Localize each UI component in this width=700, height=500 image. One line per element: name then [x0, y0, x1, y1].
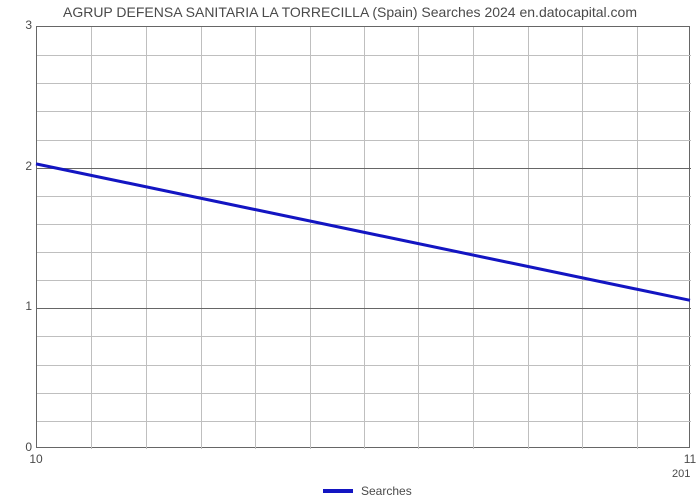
legend: Searches	[323, 484, 412, 498]
line-series	[0, 0, 700, 500]
x-tick-label: 10	[29, 452, 42, 466]
x-tick-label: 11	[684, 452, 696, 466]
x-sub-label: 201	[672, 468, 690, 480]
chart-container: AGRUP DEFENSA SANITARIA LA TORRECILLA (S…	[0, 0, 700, 500]
legend-swatch	[323, 489, 353, 493]
y-tick-label: 2	[12, 159, 32, 173]
y-tick-label: 3	[12, 18, 32, 32]
series-line	[36, 164, 690, 300]
y-tick-label: 1	[12, 299, 32, 313]
legend-label: Searches	[361, 484, 412, 498]
